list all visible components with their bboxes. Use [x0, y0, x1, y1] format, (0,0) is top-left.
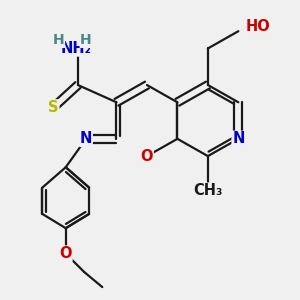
Text: O: O: [141, 148, 153, 164]
Text: NH₂: NH₂: [60, 41, 92, 56]
Text: H: H: [80, 33, 92, 47]
Text: N: N: [80, 131, 92, 146]
Text: O: O: [59, 246, 72, 261]
Text: HO: HO: [245, 19, 270, 34]
Text: S: S: [48, 100, 59, 115]
Text: H: H: [53, 33, 64, 47]
Text: CH₃: CH₃: [193, 183, 223, 198]
Text: N: N: [232, 131, 244, 146]
